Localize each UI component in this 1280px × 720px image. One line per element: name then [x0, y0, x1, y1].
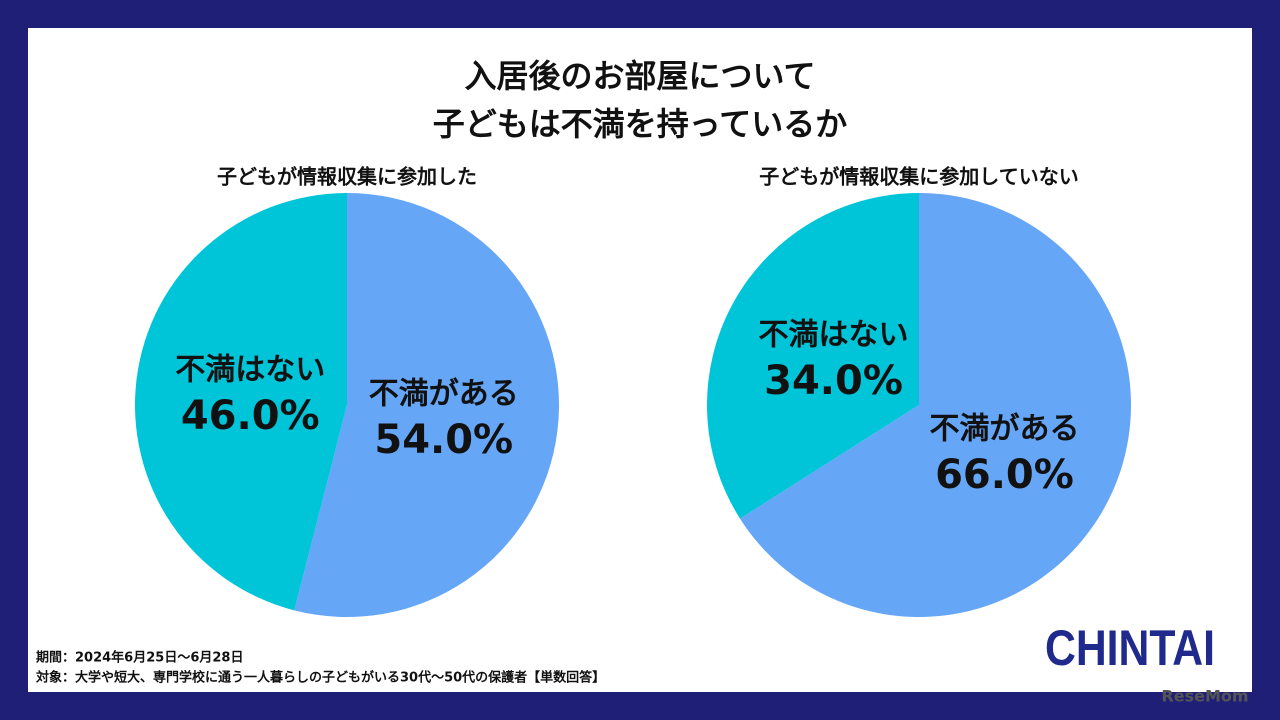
pie-slice — [707, 193, 919, 519]
pie-slice — [740, 193, 1132, 618]
value-label: 66.0% — [935, 452, 1074, 498]
title-line: 入居後のお部屋について — [464, 57, 815, 95]
slice-label: 不満がある — [929, 411, 1079, 446]
pie-title: 子どもが情報収集に参加した — [217, 165, 477, 189]
watermark: ReseMom — [1161, 687, 1248, 706]
slice-label: 不満はない — [759, 318, 909, 353]
logo: CHINTAI — [1045, 620, 1215, 676]
footnote: 期間：2024年6月25日～6月28日 — [36, 650, 243, 666]
value-label: 54.0% — [374, 417, 513, 463]
value-label: 34.0% — [764, 358, 903, 404]
value-label: 46.0% — [181, 393, 320, 439]
slice-label: 不満がある — [369, 377, 519, 412]
slice-label: 不満はない — [175, 352, 325, 387]
pie-slice — [294, 193, 559, 617]
pie-slice — [134, 193, 347, 611]
footnote: 対象：大学や短大、専門学校に通う一人暮らしの子どもがいる30代～50代の保護者【… — [35, 670, 605, 686]
title-line: 子どもは不満を持っているか — [433, 105, 847, 143]
pie-title: 子どもが情報収集に参加していない — [759, 165, 1078, 189]
